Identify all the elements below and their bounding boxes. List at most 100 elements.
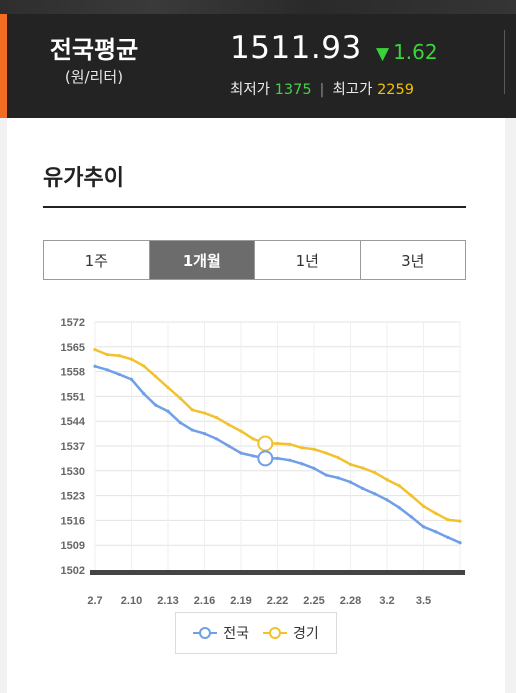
data-point [117, 372, 121, 377]
accent-strip [0, 14, 7, 118]
data-point [142, 364, 146, 368]
legend-item-gyeonggi[interactable]: 경기 [263, 623, 319, 643]
data-point [166, 385, 170, 390]
x-tick-label: 2.28 [340, 595, 361, 607]
data-point [129, 377, 134, 381]
x-tick-label: 2.16 [194, 595, 215, 607]
data-point [373, 492, 377, 496]
high-price-value: 2259 [377, 82, 414, 98]
price-trend-chart: 1572 1565 1558 1551 1544 1537 1530 1523 1516 1509… [35, 300, 475, 660]
data-point [458, 519, 462, 523]
min-max-divider: | [319, 82, 325, 98]
header-divider [504, 30, 505, 94]
data-point [421, 504, 426, 508]
legend-label-gyeonggi: 경기 [293, 626, 319, 642]
tab-1-week[interactable]: 1주 [44, 241, 150, 279]
data-point [421, 525, 426, 529]
data-point [348, 462, 353, 467]
data-point [190, 408, 194, 412]
tab-1-month[interactable]: 1개월 [149, 241, 255, 279]
data-point [336, 476, 340, 480]
chart-grid [90, 321, 465, 575]
average-price: 1511.93 [230, 30, 362, 66]
data-point [154, 374, 158, 379]
data-point [239, 429, 243, 433]
data-point [300, 446, 304, 450]
data-point [178, 421, 182, 425]
highlight-point[interactable] [257, 450, 274, 467]
data-point [409, 494, 413, 498]
data-point [458, 541, 462, 545]
data-point [117, 354, 121, 358]
data-point [397, 506, 401, 510]
data-point [251, 454, 255, 458]
data-point [215, 437, 219, 441]
low-price-label: 최저가 [230, 82, 271, 98]
price-trend-card: 유가추이 1주 1개월 1년 3년 1572 1565 1558 1551 1544 15… [7, 118, 505, 693]
region-title: 전국평균 [49, 36, 139, 64]
section-title: 유가추이 [43, 166, 124, 191]
data-point [129, 357, 134, 361]
data-point [190, 428, 194, 432]
x-tick-label: 2.22 [267, 595, 288, 607]
tab-1-year[interactable]: 1년 [255, 241, 361, 279]
period-tabs: 1주 1개월 1년 3년 [43, 240, 466, 280]
data-point [178, 396, 182, 400]
data-point [239, 451, 243, 455]
data-point [409, 515, 413, 519]
data-point [105, 368, 109, 372]
data-point [324, 473, 328, 477]
header-texture [0, 0, 516, 14]
y-tick-label: 1558 [61, 367, 85, 379]
data-point [202, 432, 207, 436]
y-tick-label: 1502 [61, 565, 85, 577]
x-axis-ticks: 2.7 2.10 2.13 2.16 2.19 2.22 2.25 2.28 3.2 3.5 [87, 595, 431, 607]
x-tick-label: 2.25 [303, 595, 324, 607]
tab-3-years[interactable]: 3년 [360, 241, 465, 279]
section-title-rule [43, 206, 466, 208]
down-arrow-icon: ▼ [376, 44, 390, 64]
highlight-point[interactable] [257, 435, 274, 452]
y-tick-label: 1509 [61, 540, 85, 552]
data-point [446, 518, 450, 522]
price-header: 전국평균 (원/리터) 1511.93 ▼ 1.62 최저가 1375 | 최고가 2… [0, 0, 516, 118]
data-point [288, 442, 292, 446]
data-point [361, 466, 365, 470]
price-change-value: 1.62 [393, 40, 438, 64]
data-point [215, 416, 219, 420]
x-tick-label: 2.10 [121, 595, 142, 607]
x-tick-label: 2.13 [157, 595, 178, 607]
data-point [202, 411, 207, 415]
min-max-prices: 최저가 1375 | 최고가 2259 [230, 78, 414, 99]
y-tick-label: 1516 [61, 515, 85, 527]
low-price-value: 1375 [274, 82, 312, 98]
legend-item-national[interactable]: 전국 [193, 623, 249, 643]
data-point [227, 423, 231, 427]
data-point [154, 403, 158, 407]
y-tick-label: 1523 [61, 491, 85, 503]
x-tick-label: 2.19 [230, 595, 251, 607]
data-point [348, 480, 353, 484]
y-tick-label: 1572 [61, 317, 85, 329]
data-point [434, 530, 438, 534]
high-price-label: 최고가 [332, 82, 373, 98]
data-point [142, 391, 146, 396]
data-point [385, 478, 389, 482]
y-tick-label: 1544 [61, 416, 86, 428]
data-point [312, 466, 316, 470]
data-point [275, 456, 280, 460]
data-point [288, 458, 292, 462]
data-point [446, 535, 450, 540]
legend-marker-gyeonggi [263, 627, 287, 639]
data-point [434, 511, 438, 515]
x-tick-label: 2.7 [87, 595, 102, 607]
y-tick-label: 1537 [61, 441, 85, 453]
legend-marker-national [193, 627, 218, 639]
chart-legend: 전국 경기 [175, 612, 337, 654]
data-point [227, 444, 231, 448]
line-chart-svg: 1572 1565 1558 1551 1544 1537 1530 1523 1516 1509… [61, 317, 465, 607]
data-point [275, 441, 280, 446]
data-point [166, 409, 170, 413]
x-tick-label: 3.5 [416, 595, 431, 607]
data-point [312, 447, 316, 451]
